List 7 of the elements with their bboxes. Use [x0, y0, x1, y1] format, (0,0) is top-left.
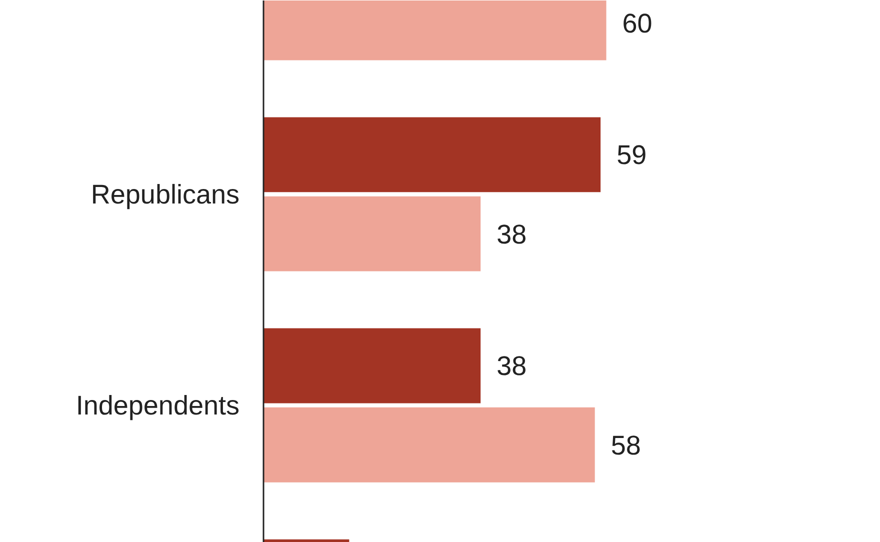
data-label: 58	[610, 430, 641, 460]
data-label: 38	[496, 219, 527, 250]
y-tick-label: Independents	[76, 390, 240, 420]
y-tick-label: Republicans	[90, 179, 240, 210]
data-label: 38	[496, 351, 527, 382]
data-label: 59	[616, 140, 647, 170]
data-label: 60	[622, 8, 652, 38]
